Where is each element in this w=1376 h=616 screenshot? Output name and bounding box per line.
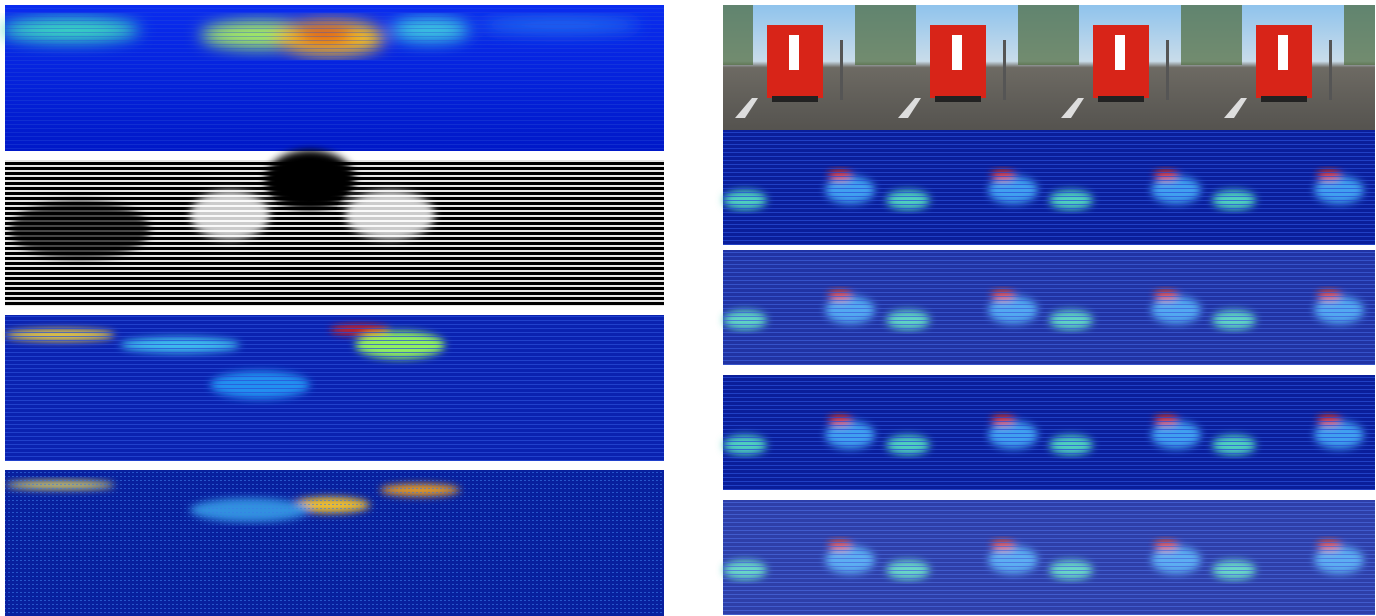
- heatmap-panel: [5, 470, 664, 616]
- photo-strip: [723, 5, 1375, 130]
- heatmap-strips: [723, 130, 1375, 615]
- heatmap-panel: [5, 315, 664, 461]
- mask-panel: [5, 150, 664, 306]
- heatmap-panel: [0, 5, 664, 151]
- figure: [0, 0, 1376, 616]
